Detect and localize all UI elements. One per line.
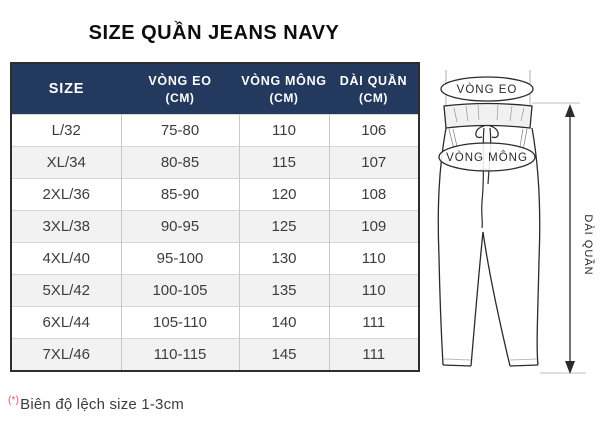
column-header-length-unit: (CM) — [358, 90, 389, 105]
table-cell-length: 111 — [328, 338, 419, 371]
table-row: 4XL/40 95-100 130 110 — [11, 242, 419, 275]
table-cell-length: 110 — [328, 274, 419, 307]
table-cell-waist: 105-110 — [120, 306, 239, 339]
length-label: DÀI QUẦN — [582, 214, 595, 275]
pants-outline — [437, 102, 541, 367]
column-header-hip-unit: (CM) — [269, 90, 299, 105]
table-cell-waist: 110-115 — [120, 338, 239, 371]
waist-label: VÒNG EO — [457, 83, 518, 96]
length-arrow — [565, 104, 575, 374]
table-cell-hip: 145 — [238, 338, 329, 371]
left-hem — [442, 364, 472, 367]
column-header-length: DÀI QUẦN (CM) — [329, 63, 419, 115]
table-cell-hip: 115 — [238, 146, 329, 179]
table-cell-size: 7XL/46 — [11, 338, 121, 371]
column-header-hip-label: VÒNG MÔNG — [241, 73, 327, 88]
table-cell-waist: 90-95 — [120, 210, 239, 243]
table-cell-waist: 80-85 — [120, 146, 239, 179]
left-leg-inner — [470, 231, 484, 367]
cuff-lines — [443, 358, 538, 361]
table-cell-size: L/32 — [11, 114, 121, 147]
footnote-asterisk: (*) — [8, 395, 20, 406]
table-cell-waist: 95-100 — [120, 242, 239, 275]
table-cell-hip: 120 — [238, 178, 329, 211]
table-cell-hip: 135 — [238, 274, 329, 307]
table-cell-hip: 125 — [238, 210, 329, 243]
page-title: SIZE QUẦN JEANS NAVY — [88, 22, 340, 44]
pants-sketch: VÒNG EO VÒNG MÔNG DÀI QUẦN — [437, 70, 595, 374]
drawstring — [475, 125, 499, 229]
right-leg-outer — [531, 127, 541, 366]
table-cell-size: 4XL/40 — [11, 242, 121, 275]
footnote: (*)Biên độ lệch size 1-3cm — [8, 395, 184, 413]
table-cell-hip: 130 — [238, 242, 329, 275]
column-header-size: SIZE — [11, 63, 121, 115]
footnote-text: Biên độ lệch size 1-3cm — [20, 396, 184, 413]
table-cell-waist: 85-90 — [120, 178, 239, 211]
column-header-waist-unit: (CM) — [165, 90, 195, 105]
table-cell-size: XL/34 — [11, 146, 121, 179]
table-cell-size: 3XL/38 — [11, 210, 121, 243]
column-header-hip: VÒNG MÔNG (CM) — [239, 63, 329, 115]
waistband — [443, 102, 533, 129]
table-row: 2XL/36 85-90 120 108 — [11, 178, 419, 211]
table-row: 5XL/42 100-105 135 110 — [11, 274, 419, 307]
table-row: 3XL/38 90-95 125 109 — [11, 210, 419, 243]
left-leg-outer — [437, 127, 447, 366]
waistband-texture — [453, 104, 525, 123]
hip-ellipse — [438, 142, 536, 172]
table-cell-hip: 140 — [238, 306, 329, 339]
arrowhead-up-icon — [565, 104, 575, 117]
table-row: 6XL/44 105-110 140 111 — [11, 306, 419, 339]
table-cell-length: 110 — [328, 242, 419, 275]
right-leg-inner — [482, 231, 511, 367]
size-chart-table: SIZE VÒNG EO (CM) VÒNG MÔNG (CM) DÀI QUẦ… — [10, 62, 420, 372]
waist-ellipse — [440, 76, 534, 102]
table-cell-length: 111 — [328, 306, 419, 339]
table-cell-size: 6XL/44 — [11, 306, 121, 339]
size-table-body: L/32 75-80 110 106 XL/34 80-85 115 107 2XL/36 85-… — [11, 114, 419, 371]
table-cell-hip: 110 — [238, 114, 329, 147]
table-row: 7XL/46 110-115 145 111 — [11, 338, 419, 371]
arrowhead-down-icon — [565, 361, 575, 374]
table-header: SIZE VÒNG EO (CM) VÒNG MÔNG (CM) DÀI QUẦ… — [11, 63, 419, 115]
table-cell-waist: 75-80 — [120, 114, 239, 147]
table-cell-size: 2XL/36 — [11, 178, 121, 211]
table-row: XL/34 80-85 115 107 — [11, 146, 419, 179]
table-cell-length: 108 — [328, 178, 419, 211]
hip-label: VÒNG MÔNG — [446, 151, 528, 164]
table-cell-waist: 100-105 — [120, 274, 239, 307]
table-cell-length: 107 — [328, 146, 419, 179]
table-cell-length: 106 — [328, 114, 419, 147]
column-header-length-label: DÀI QUẦN — [339, 73, 408, 88]
column-header-waist: VÒNG EO (CM) — [121, 63, 239, 115]
table-row: L/32 75-80 110 106 — [11, 114, 419, 147]
table-cell-size: 5XL/42 — [11, 274, 121, 307]
column-header-waist-label: VÒNG EO — [148, 73, 212, 88]
right-hem — [509, 364, 539, 367]
table-cell-length: 109 — [328, 210, 419, 243]
pants-measurement-diagram: VÒNG EO VÒNG MÔNG DÀI QUẦN — [428, 62, 600, 382]
